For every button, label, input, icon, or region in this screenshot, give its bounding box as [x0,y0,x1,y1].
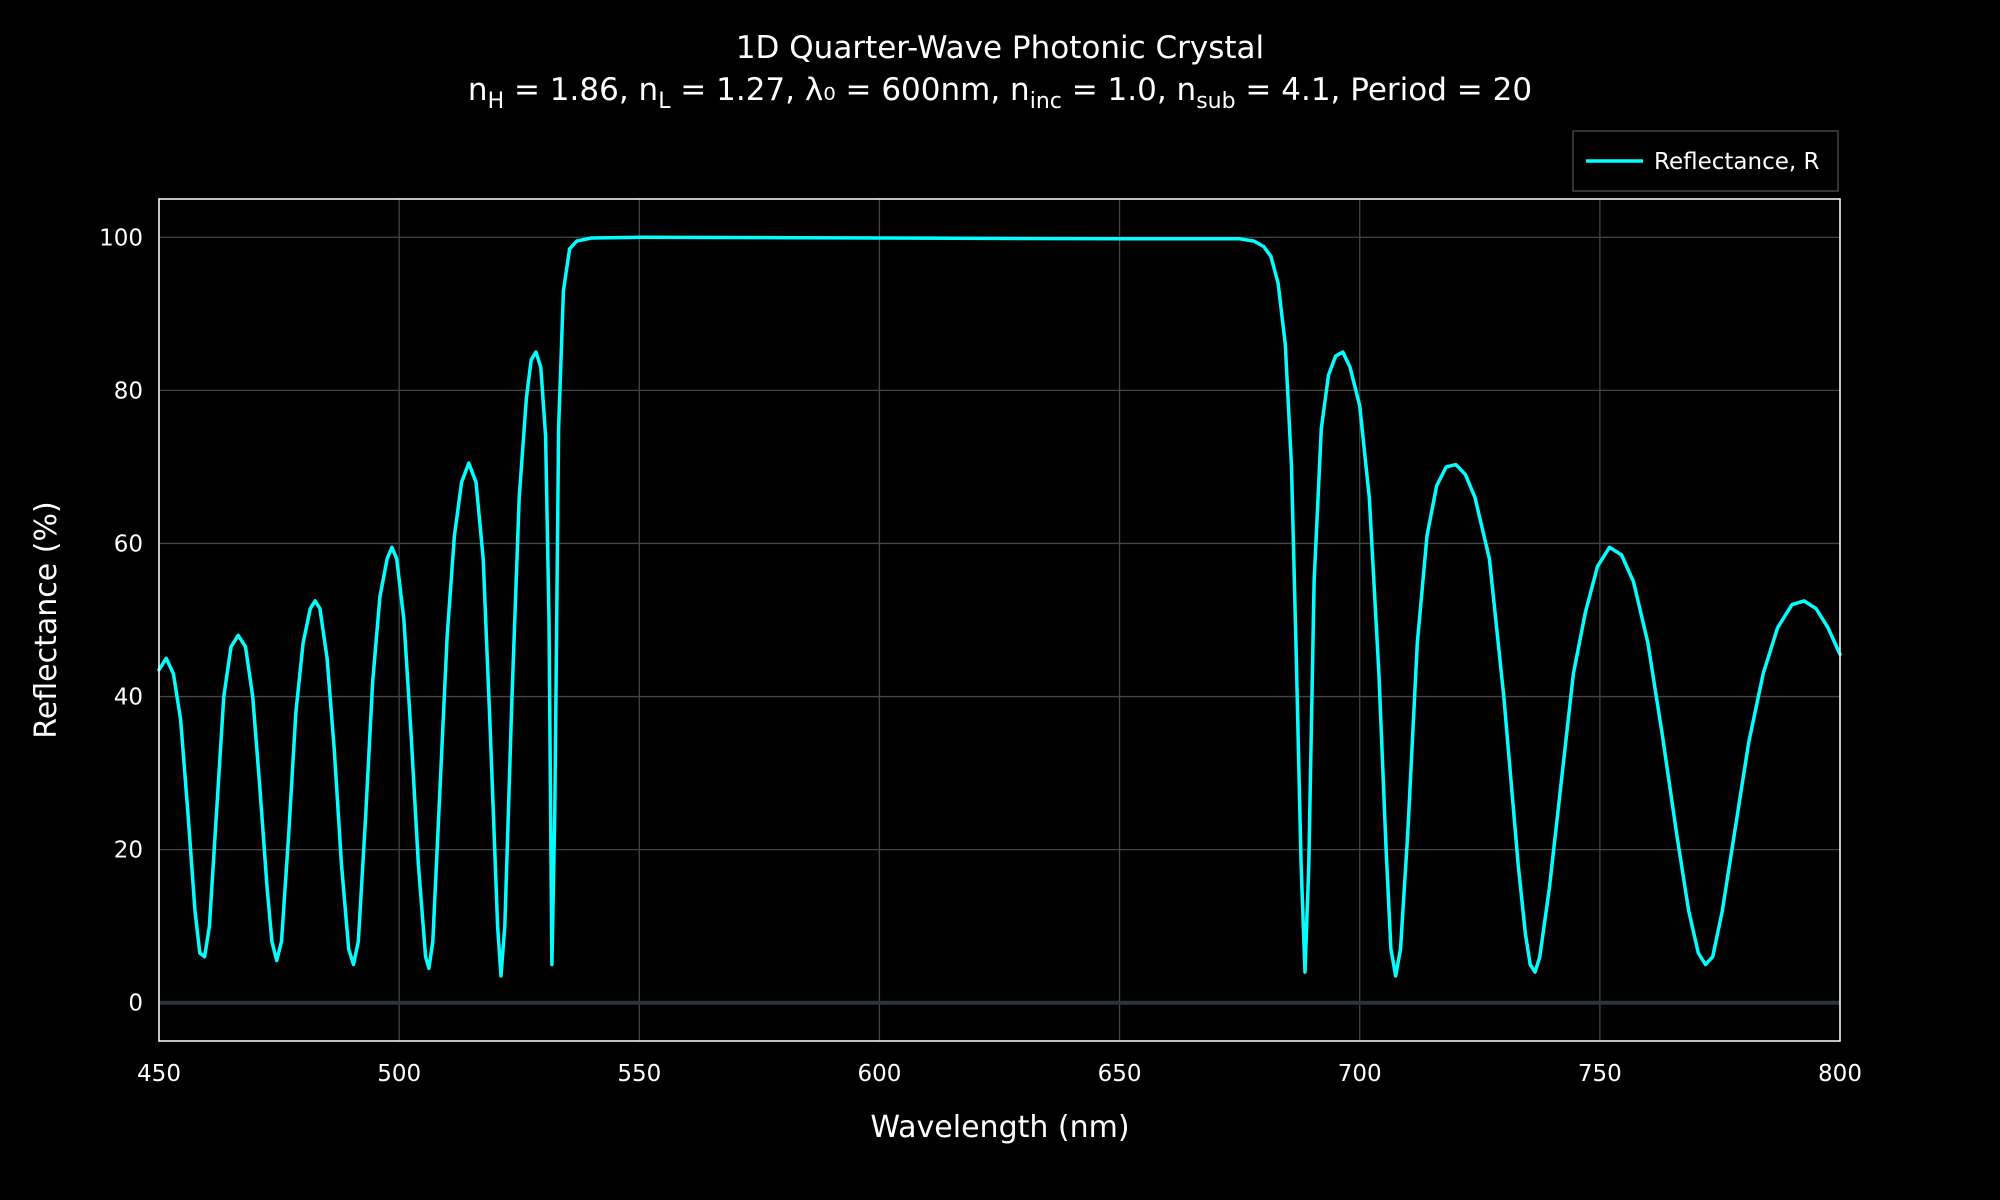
chart-title: 1D Quarter-Wave Photonic Crystal [736,30,1264,66]
x-tick-label: 500 [377,1061,421,1087]
subtitle-text: = 1.27, λ₀ = 600nm, n [670,72,1029,108]
y-tick-label: 60 [114,531,143,557]
x-tick-labels: 450 500 550 600 650 700 750 800 [137,1061,1862,1087]
subtitle-subscript: L [658,89,671,114]
x-tick-label: 800 [1818,1061,1862,1087]
x-tick-label: 450 [137,1061,181,1087]
y-tick-label: 40 [114,685,143,711]
legend[interactable]: Reflectance, R [1572,130,1839,192]
chart-subtitle: nH = 1.86, nL = 1.27, λ₀ = 600nm, ninc =… [468,72,1532,114]
series-line-reflectance [157,235,1842,978]
series-layer [157,235,1842,978]
y-axis-title: Reflectance (%) [29,501,64,738]
plot-frame [158,198,1841,1042]
y-tick-label: 0 [128,991,143,1017]
y-tick-label: 20 [114,838,143,864]
y-tick-labels: 0 20 40 60 80 100 [99,225,143,1016]
legend-label: Reflectance, R [1654,149,1819,175]
x-axis-title: Wavelength (nm) [870,1110,1129,1145]
x-tick-label: 700 [1338,1061,1382,1087]
subtitle-subscript: inc [1030,89,1062,114]
subtitle-text: = 1.86, n [504,72,658,108]
y-tick-label: 100 [99,225,143,251]
subtitle-subscript: H [488,89,505,114]
subtitle-subscript: sub [1196,89,1235,114]
x-tick-label: 550 [617,1061,661,1087]
x-tick-label: 750 [1578,1061,1622,1087]
y-tick-label: 80 [114,378,143,404]
subtitle-text: n [468,72,488,108]
subtitle-text: = 1.0, n [1062,72,1196,108]
subtitle-text: = 4.1, Period = 20 [1236,72,1532,108]
x-tick-label: 600 [857,1061,901,1087]
x-tick-label: 650 [1098,1061,1142,1087]
